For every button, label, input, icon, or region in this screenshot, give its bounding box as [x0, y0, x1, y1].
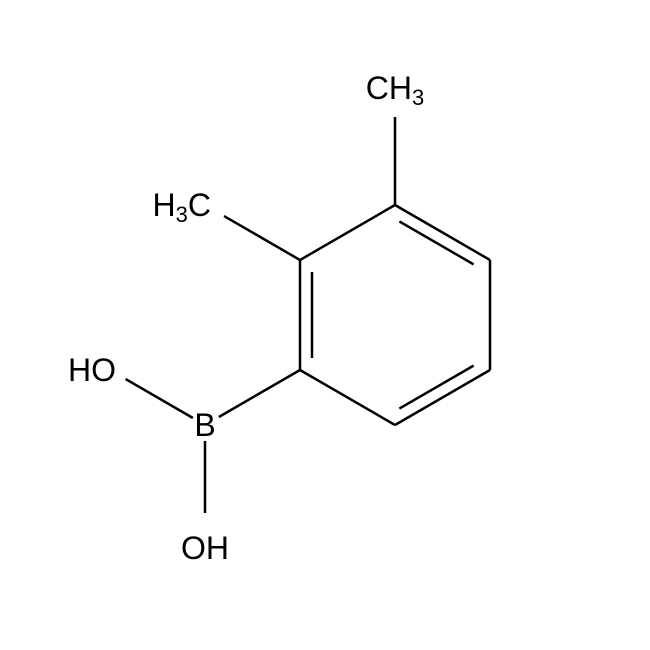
molecule-diagram: CH3 H3C B HO OH	[0, 0, 650, 650]
atom-label-oh2: OH	[181, 530, 229, 566]
atom-label-oh1: HO	[68, 352, 116, 388]
atom-label-ch3b: H3C	[153, 187, 211, 227]
atom-label-b: B	[194, 407, 215, 443]
atom-label-ch3a: CH3	[366, 70, 424, 110]
